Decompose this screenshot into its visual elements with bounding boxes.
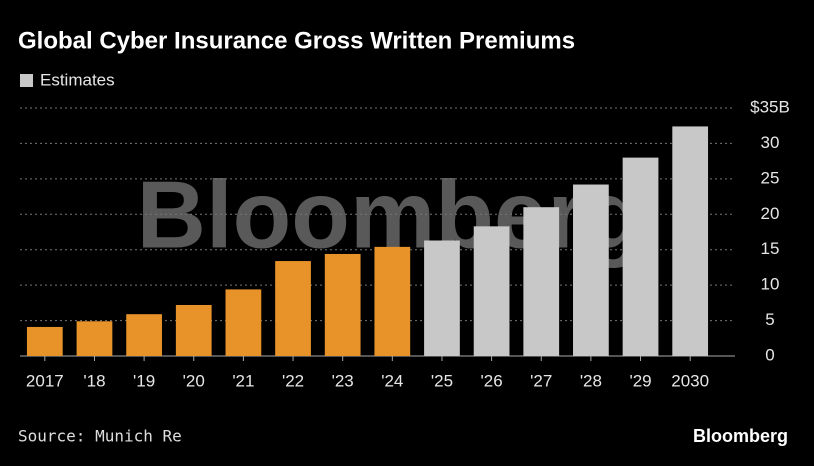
x-tick-label: '21: [232, 371, 254, 390]
bar: [473, 226, 510, 356]
x-tick-label: '23: [332, 371, 354, 390]
x-tick-label: '27: [530, 371, 552, 390]
x-tick-label: '26: [481, 371, 503, 390]
y-tick-label: 30: [761, 133, 780, 152]
x-tick-label: '22: [282, 371, 304, 390]
x-tick-label: 2030: [671, 371, 709, 390]
y-tick-label: 0: [765, 345, 774, 364]
bar: [324, 253, 361, 356]
y-tick-label: 5: [765, 310, 774, 329]
bar: [275, 261, 311, 356]
bar: [672, 126, 709, 357]
x-tick-label: '24: [381, 371, 403, 390]
bar: [175, 304, 212, 356]
chart-title: Global Cyber Insurance Gross Written Pre…: [18, 27, 575, 54]
x-tick-label: '25: [431, 371, 453, 390]
y-tick-label: 15: [761, 239, 780, 258]
x-tick-label: '19: [133, 371, 155, 390]
x-tick-label: '28: [580, 371, 602, 390]
bar: [76, 321, 113, 356]
x-tick-label: '29: [629, 371, 651, 390]
y-tick-label: $35B: [750, 97, 790, 116]
logo: Bloomberg: [693, 426, 788, 446]
bar: [573, 184, 609, 356]
bar: [374, 246, 411, 356]
y-tick-label: 10: [761, 275, 780, 294]
y-tick-label: 25: [761, 168, 780, 187]
y-tick-label: 20: [761, 204, 780, 223]
legend-swatch: [20, 74, 33, 87]
bar: [622, 157, 659, 356]
bar: [126, 314, 162, 356]
x-tick-label: '18: [83, 371, 105, 390]
bar: [424, 240, 460, 356]
legend-label: Estimates: [40, 70, 115, 89]
x-tick-label: 2017: [26, 371, 64, 390]
bar: [523, 207, 560, 356]
x-tick-label: '20: [183, 371, 205, 390]
source: Source: Munich Re: [18, 427, 182, 446]
bar: [26, 326, 63, 356]
bar: [225, 289, 262, 356]
